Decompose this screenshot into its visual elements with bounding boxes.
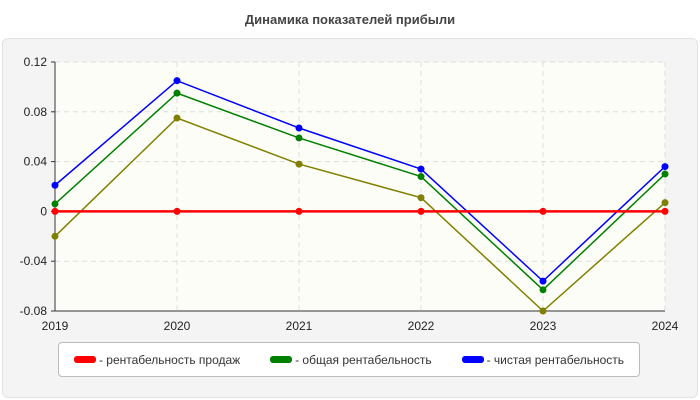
data-point: [51, 200, 59, 208]
legend-label: - рентабельность продаж: [98, 352, 241, 367]
y-tick-label: 0.04: [24, 155, 48, 169]
x-tick-label: 2022: [408, 319, 435, 333]
plot-area: [55, 62, 665, 311]
legend-item: - рентабельность продаж: [73, 352, 241, 367]
data-point: [661, 163, 669, 171]
data-point: [51, 207, 59, 215]
y-tick-label: 0: [40, 204, 47, 218]
data-point: [173, 77, 181, 85]
data-point: [661, 199, 669, 207]
data-point: [295, 134, 303, 142]
y-tick-label: -0.04: [20, 254, 48, 268]
data-point: [295, 207, 303, 215]
legend: - рентабельность продаж - общая рентабел…: [58, 342, 640, 377]
y-tick-label: 0.08: [24, 105, 48, 119]
data-point: [539, 207, 547, 215]
x-tick-label: 2019: [42, 319, 69, 333]
y-tick-label: 0.12: [24, 55, 48, 69]
data-point: [539, 307, 547, 315]
series-line: [54, 79, 666, 283]
data-point: [295, 124, 303, 132]
data-point: [417, 165, 425, 173]
legend-label: - чистая рентабельность: [486, 352, 625, 367]
chart-title: Динамика показателей прибыли: [244, 12, 456, 27]
x-tick-label: 2024: [652, 319, 679, 333]
data-point: [661, 170, 669, 178]
data-point: [539, 286, 547, 294]
data-point: [173, 207, 181, 215]
data-point: [51, 232, 59, 240]
data-point: [417, 207, 425, 215]
x-tick-label: 2020: [164, 319, 191, 333]
data-point: [417, 194, 425, 202]
data-point: [173, 114, 181, 122]
legend-swatch: [270, 356, 293, 363]
x-tick-label: 2023: [530, 319, 557, 333]
series-line: [54, 92, 666, 291]
legend-item: - чистая рентабельность: [461, 352, 625, 367]
legend-swatch: [73, 356, 96, 363]
series-line: [54, 117, 666, 313]
data-point: [173, 89, 181, 97]
data-point: [295, 160, 303, 168]
data-point: [661, 207, 669, 215]
data-point: [539, 277, 547, 285]
legend-swatch: [461, 356, 484, 363]
legend-label: - общая рентабельность: [295, 352, 432, 367]
data-point: [417, 173, 425, 181]
legend-item: - общая рентабельность: [270, 353, 432, 367]
x-tick-label: 2021: [286, 319, 313, 333]
y-tick-label: -0.08: [20, 304, 48, 318]
data-point: [51, 181, 59, 189]
